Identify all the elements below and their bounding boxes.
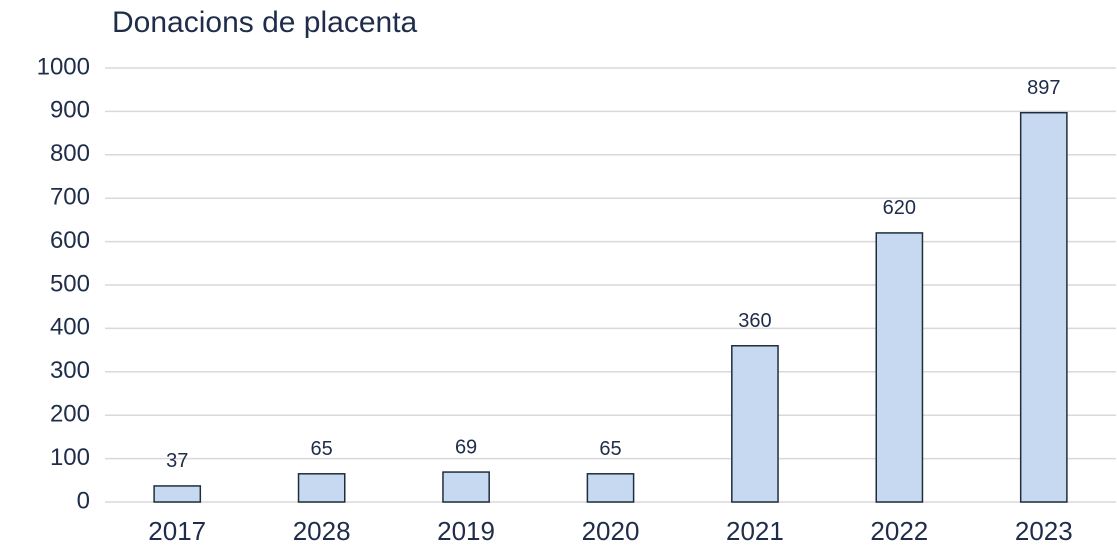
bar	[875, 232, 924, 503]
x-tick-label: 2023	[1015, 516, 1073, 546]
y-tick-label: 0	[77, 487, 90, 514]
x-tick-label: 2028	[293, 516, 351, 546]
data-label: 897	[1027, 77, 1060, 99]
x-tick-label: 2020	[582, 516, 640, 546]
x-tick-label: 2022	[870, 516, 928, 546]
bar	[153, 485, 202, 503]
y-tick-label: 1000	[37, 53, 90, 80]
data-label: 65	[311, 438, 333, 460]
data-label: 69	[455, 436, 477, 458]
bar	[731, 345, 779, 503]
data-label: 620	[883, 197, 916, 219]
y-tick-label: 300	[50, 357, 90, 384]
bar	[586, 473, 635, 503]
bar	[1019, 111, 1068, 503]
bar	[297, 473, 346, 503]
y-tick-label: 700	[50, 184, 90, 211]
x-tick-label: 2017	[148, 516, 206, 546]
bar	[442, 471, 490, 503]
data-label: 37	[166, 450, 188, 472]
y-tick-label: 400	[50, 314, 90, 341]
x-tick-label: 2021	[726, 516, 784, 546]
y-tick-label: 600	[50, 227, 90, 254]
chart-title: Donacions de placenta	[112, 6, 418, 39]
y-tick-label: 200	[50, 401, 90, 428]
x-tick-label: 2019	[437, 516, 495, 546]
data-label: 360	[738, 310, 771, 332]
data-label: 65	[599, 438, 621, 460]
y-tick-label: 800	[50, 140, 90, 167]
y-tick-label: 900	[50, 97, 90, 124]
y-tick-label: 100	[50, 444, 90, 471]
y-tick-label: 500	[50, 270, 90, 297]
